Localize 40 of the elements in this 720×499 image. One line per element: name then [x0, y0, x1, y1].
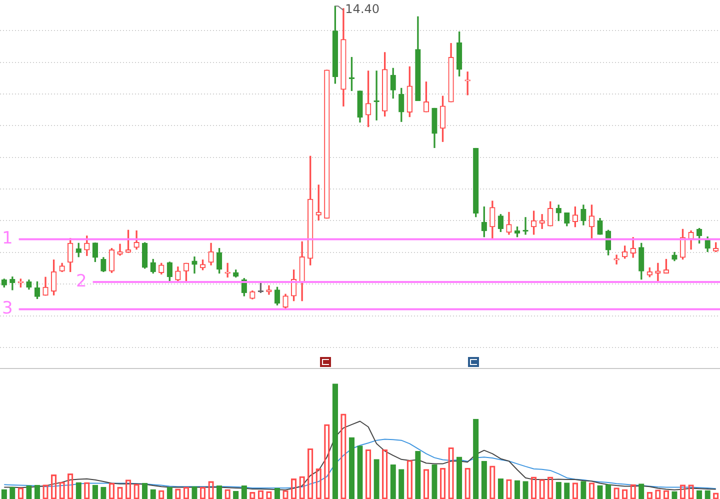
- bar: [580, 481, 586, 499]
- bar: [357, 446, 363, 499]
- bar: [10, 486, 16, 499]
- bar: [100, 486, 106, 499]
- annotation: 3: [2, 298, 13, 319]
- bar: [398, 469, 404, 499]
- bar: [166, 486, 172, 499]
- bar: [597, 485, 603, 499]
- bar: [522, 481, 528, 499]
- bar: [390, 464, 396, 499]
- bar: [150, 489, 156, 499]
- candlestick: [539, 214, 545, 229]
- bar: [26, 486, 32, 499]
- bar: [473, 418, 479, 499]
- bar: [638, 484, 644, 499]
- bar: [432, 464, 438, 499]
- bar: [192, 486, 198, 499]
- bar: [514, 480, 520, 499]
- annotation: 2: [76, 271, 87, 292]
- bar: [498, 478, 504, 499]
- bar: [142, 482, 148, 499]
- bar: [332, 384, 338, 499]
- bar: [1, 489, 7, 499]
- bar: [241, 486, 247, 499]
- bar: [216, 486, 222, 499]
- bar: [76, 482, 82, 499]
- bar: [34, 484, 40, 499]
- candlestick: [192, 256, 198, 274]
- bar: [605, 484, 612, 499]
- bar: [456, 456, 462, 499]
- annotation: 14.40: [345, 2, 380, 16]
- bar: [92, 484, 98, 499]
- annotation: 1: [2, 228, 13, 249]
- bar: [415, 451, 421, 499]
- bar: [348, 437, 355, 499]
- bar: [274, 488, 280, 499]
- bar: [374, 459, 380, 499]
- bar: [564, 482, 570, 499]
- bar: [481, 461, 487, 499]
- bar: [556, 482, 562, 499]
